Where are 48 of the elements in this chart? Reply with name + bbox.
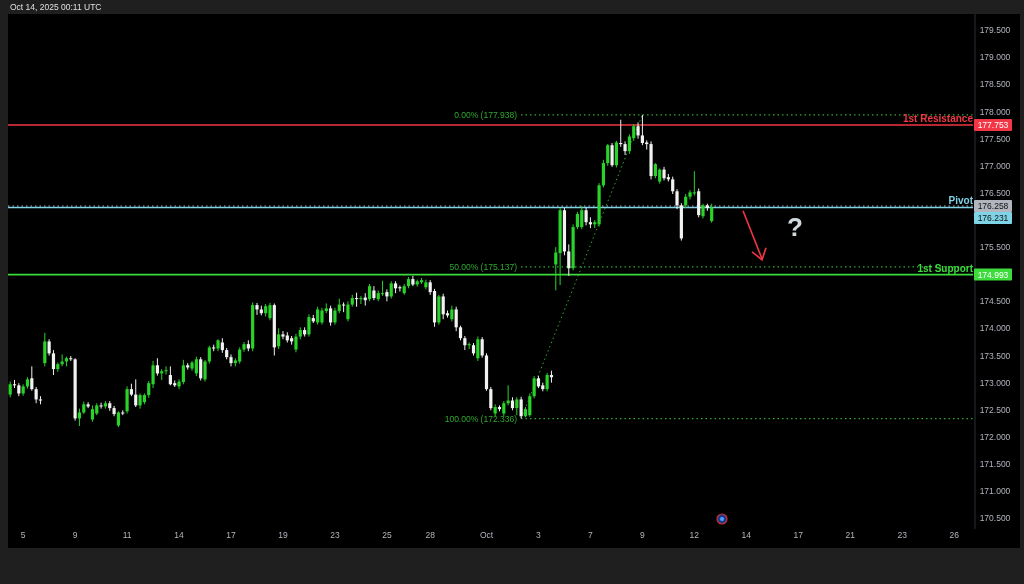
y-tick-label: 173.000 — [979, 377, 1011, 388]
annotation: ? — [787, 211, 803, 242]
ref-line-label: 50.00% (175.137) — [449, 261, 518, 272]
y-tick-label: 173.500 — [979, 350, 1011, 361]
y-tick-label: 177.000 — [979, 160, 1011, 171]
chart-title: Oct 14, 2025 00:11 UTC — [10, 2, 102, 12]
text: 176.231 — [977, 213, 1009, 224]
y-tick-label: 176.500 — [979, 187, 1011, 198]
x-tick-label: 25 — [382, 530, 392, 540]
ref-line-label: 1st Support — [917, 262, 974, 274]
x-tick-label: 3 — [536, 530, 542, 540]
ref-line-label: 0.00% (177.938) — [454, 109, 518, 120]
ref-line-label: Pivot — [948, 195, 974, 207]
x-tick-label: 9 — [72, 530, 78, 540]
y-tick-label: 170.500 — [979, 513, 1011, 524]
x-tick-label: 17 — [793, 530, 804, 540]
x-tick-label: 28 — [425, 530, 436, 540]
x-tick-label: 14 — [741, 530, 752, 540]
y-tick-label: 172.000 — [979, 431, 1011, 442]
x-tick-label: Oct — [479, 530, 494, 540]
y-tick-label: 179.500 — [979, 25, 1011, 36]
y-tick-label: 172.500 — [979, 404, 1011, 415]
y-tick-label: 179.000 — [979, 52, 1011, 63]
y-tick-label: 178.000 — [979, 106, 1011, 117]
x-tick-label: 23 — [330, 530, 340, 540]
x-tick-label: 5 — [20, 530, 26, 540]
y-tick-label: 175.500 — [979, 242, 1011, 253]
y-tick-label: 174.000 — [979, 323, 1011, 334]
y-tick-label: 177.500 — [979, 133, 1011, 144]
x-tick-label: 11 — [122, 530, 132, 540]
x-tick-label: 7 — [588, 530, 594, 540]
y-tick-label: 178.500 — [979, 79, 1011, 90]
x-tick-label: 19 — [278, 530, 288, 540]
x-tick-label: 9 — [640, 530, 646, 540]
annotation: 174.993 — [977, 269, 1009, 280]
x-tick-label: 23 — [897, 530, 908, 540]
ref-line-label: 1st Resistance — [902, 112, 974, 124]
x-tick-label: 26 — [949, 530, 960, 540]
ref-line-label: 100.00% (172.336) — [444, 413, 518, 424]
x-tick-label: 21 — [845, 530, 856, 540]
annotation: 176.258 — [977, 201, 1009, 212]
annotation: 177.753 — [977, 119, 1009, 130]
x-tick-label: 17 — [226, 530, 236, 540]
y-tick-label: 171.000 — [979, 486, 1011, 497]
y-tick-label: 174.500 — [979, 296, 1011, 307]
y-tick-label: 171.500 — [979, 458, 1011, 469]
x-tick-label: 14 — [174, 530, 185, 540]
x-tick-label: 12 — [689, 530, 700, 540]
